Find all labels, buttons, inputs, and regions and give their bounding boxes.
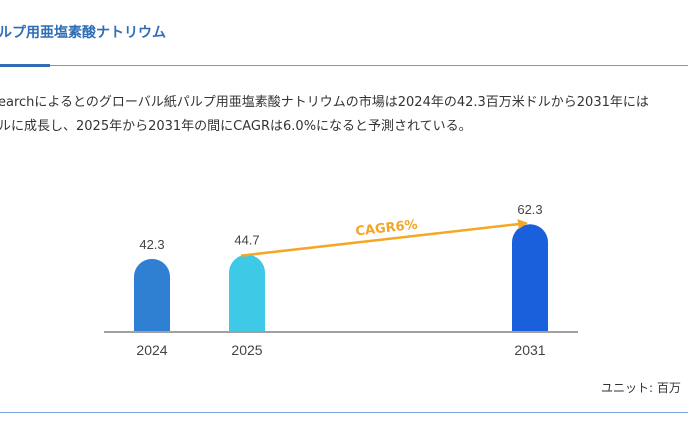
summary-text-line-2: ルに成長し、2025年から2031年の間にCAGRは6.0%になると予測されてい… bbox=[0, 119, 472, 134]
bottom-divider bbox=[0, 412, 688, 413]
title-divider bbox=[0, 65, 688, 66]
title-divider-accent bbox=[0, 64, 50, 67]
bar-2031 bbox=[512, 224, 548, 332]
data-label-2031: 62.3 bbox=[517, 202, 542, 217]
x-tick-label-2024: 2024 bbox=[136, 342, 167, 358]
data-label-2024: 42.3 bbox=[139, 237, 164, 252]
bar-2024 bbox=[134, 258, 170, 332]
section-title: ルプ用亜塩素酸ナトリウム bbox=[0, 25, 166, 41]
cagr-arrow bbox=[240, 219, 528, 257]
data-label-2025: 44.7 bbox=[234, 233, 259, 248]
summary-text-line-1: earchによるとのグローバル紙パルプ用亜塩素酸ナトリウムの市場は2024年の4… bbox=[0, 95, 649, 110]
x-tick-label-2031: 2031 bbox=[514, 342, 545, 358]
cagr-annotation: CAGR6% bbox=[355, 218, 419, 240]
x-tick-label-2025: 2025 bbox=[231, 342, 262, 358]
unit-label: ユニット: 百万 bbox=[601, 381, 681, 395]
bar-2025 bbox=[229, 254, 265, 332]
